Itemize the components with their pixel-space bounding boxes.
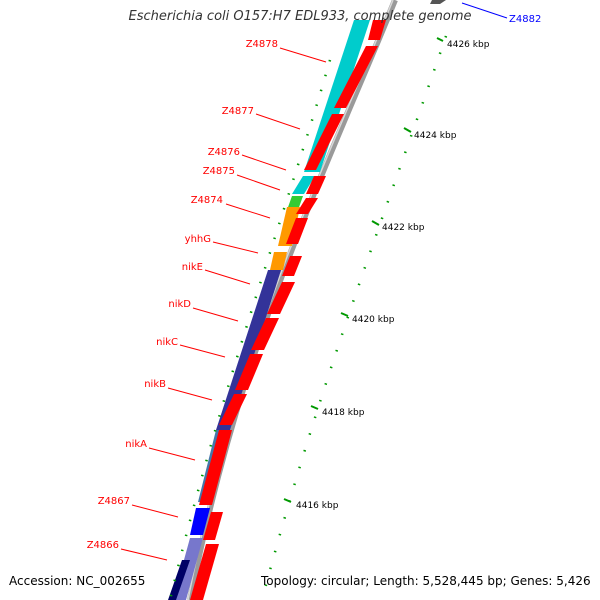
gene-arrow <box>235 354 263 390</box>
leader-line <box>131 504 179 518</box>
gene-label-z4882[interactable]: Z4882 <box>509 14 541 25</box>
genome-summary-text: Topology: circular; Length: 5,528,445 bp… <box>261 574 591 588</box>
gene-label-group: Z4878 Z4877 Z4876 Z4875 Z4874 yhhG nikE … <box>87 39 278 551</box>
segment-green <box>287 196 303 210</box>
gene-label-nikd[interactable]: nikD <box>168 299 191 310</box>
leader-line <box>225 203 271 219</box>
gene-arrow <box>251 318 279 350</box>
genome-backbone-highlight <box>187 0 394 600</box>
kbp-label: 4424 kbp <box>414 131 457 141</box>
gene-arrow <box>368 20 386 40</box>
tick-mark <box>371 220 380 226</box>
tick-mark <box>283 498 292 503</box>
genome-backbone <box>187 0 398 600</box>
color-segments <box>168 20 370 600</box>
gene-arrow <box>203 512 223 540</box>
gene-label-z4875[interactable]: Z4875 <box>203 166 235 177</box>
leader-line <box>204 269 251 285</box>
leader-line <box>236 174 281 191</box>
segment-cyan-2 <box>292 176 315 194</box>
gene-arrow <box>199 430 232 505</box>
gene-arrow <box>334 46 378 108</box>
segment-navy <box>216 270 281 430</box>
scale-ticks <box>283 37 444 503</box>
gene-arrow <box>304 114 344 170</box>
segment-blue <box>190 508 210 535</box>
map-title: Escherichia coli O157:H7 EDL933, complet… <box>128 9 472 24</box>
gene-label-z4874[interactable]: Z4874 <box>191 195 223 206</box>
gene-label-yhhg[interactable]: yhhG <box>185 234 211 245</box>
gene-label-z4877[interactable]: Z4877 <box>222 106 254 117</box>
gene-label-nikc[interactable]: nikC <box>156 337 178 348</box>
leader-lines <box>120 47 327 561</box>
leader-line <box>148 447 196 461</box>
leader-line <box>255 113 301 130</box>
segment-darkblue <box>168 560 190 600</box>
leader-line <box>179 344 226 358</box>
leader-line <box>167 387 213 401</box>
gene-arrow <box>282 256 302 276</box>
kbp-label: 4426 kbp <box>447 40 490 50</box>
highlight-leader-line <box>461 2 508 19</box>
leader-line <box>212 241 259 254</box>
highlight-gene-marker <box>430 0 446 4</box>
leader-line <box>192 307 239 322</box>
kbp-label: 4422 kbp <box>382 223 425 233</box>
segment-cyan <box>304 20 370 172</box>
segment-orange-2 <box>270 252 287 270</box>
gene-arrow <box>267 282 295 314</box>
gene-label-z4867[interactable]: Z4867 <box>98 496 130 507</box>
gene-label-nikb[interactable]: nikB <box>144 379 166 390</box>
gene-label-z4866[interactable]: Z4866 <box>87 540 119 551</box>
forward-strand-genes <box>190 20 386 600</box>
segment-orange <box>278 207 300 246</box>
tick-mark <box>436 37 444 42</box>
gene-label-nike[interactable]: nikE <box>182 262 203 273</box>
kbp-label-group: 4426 kbp 4424 kbp 4422 kbp 4420 kbp 4418… <box>296 40 490 511</box>
tick-mark <box>340 312 349 317</box>
gene-arrow <box>296 198 318 214</box>
gene-arrow <box>190 544 219 600</box>
accession-text: Accession: NC_002655 <box>9 574 146 588</box>
tick-mark <box>310 405 319 410</box>
gene-label-z4876[interactable]: Z4876 <box>208 147 240 158</box>
gene-label-nika[interactable]: nikA <box>125 439 147 450</box>
kbp-label: 4418 kbp <box>322 408 365 418</box>
gene-label-z4878[interactable]: Z4878 <box>246 39 278 50</box>
gene-arrow <box>306 176 326 194</box>
kbp-label: 4420 kbp <box>352 315 395 325</box>
tick-mark <box>403 127 412 133</box>
kbp-label: 4416 kbp <box>296 501 339 511</box>
leader-line <box>241 154 287 171</box>
gene-arrow <box>219 394 247 425</box>
leader-line <box>120 548 168 561</box>
gene-arrow <box>286 218 308 244</box>
leader-line <box>279 47 327 63</box>
